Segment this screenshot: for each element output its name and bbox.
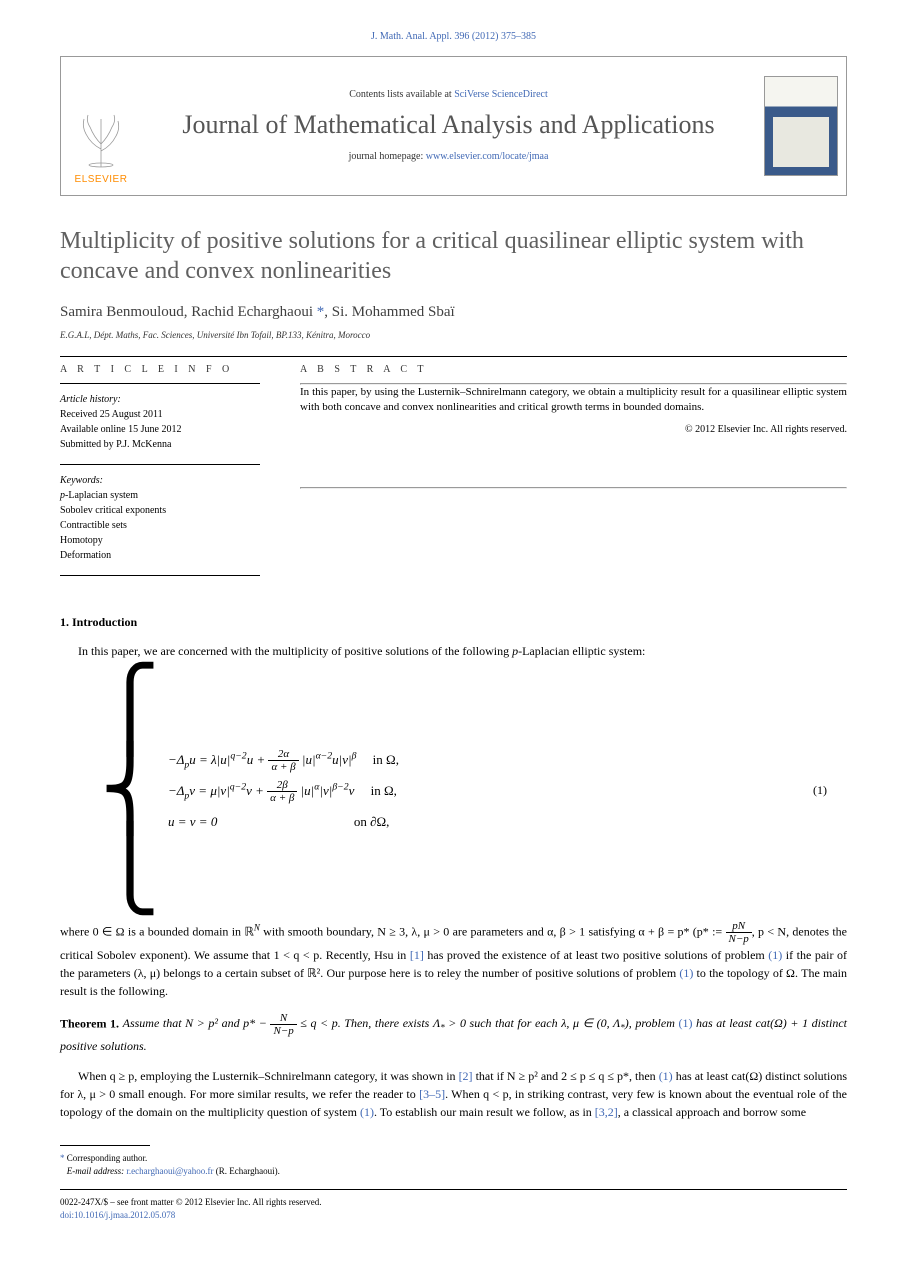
intro-paragraph-1: In this paper, we are concerned with the…	[60, 642, 847, 660]
homepage-link[interactable]: www.elsevier.com/locate/jmaa	[426, 151, 549, 162]
star-footnote-icon: *	[60, 1153, 65, 1163]
ref-3-2-link[interactable]: [3,2]	[595, 1105, 618, 1119]
keywords-rule	[60, 464, 260, 465]
eqref-1c-link[interactable]: (1)	[659, 1069, 673, 1083]
footnote-rule	[60, 1145, 150, 1146]
authors-main: Samira Benmouloud, Rachid Echarghaoui	[60, 304, 313, 320]
abstract-column: A B S T R A C T In this paper, by using …	[300, 363, 847, 584]
journal-name: Journal of Mathematical Analysis and App…	[182, 110, 714, 140]
homepage-line: journal homepage: www.elsevier.com/locat…	[349, 150, 549, 164]
keywords-label: Keywords:	[60, 473, 260, 488]
history-online: Available online 15 June 2012	[60, 422, 260, 437]
elsevier-label: ELSEVIER	[75, 173, 128, 187]
eqref-1-theorem-link[interactable]: (1)	[678, 1016, 692, 1030]
ref-3-5-link[interactable]: [3–5]	[419, 1087, 445, 1101]
history-submitted: Submitted by P.J. McKenna	[60, 437, 260, 452]
sciencedirect-link[interactable]: SciVerse ScienceDirect	[454, 89, 548, 100]
eq-line-1: −Δpu = λ|u|q−2u + 2αα + β |u|α−2u|v|β in…	[168, 744, 399, 775]
keywords-bottom-rule	[60, 575, 260, 576]
corresponding-footnote: * Corresponding author.	[60, 1152, 847, 1166]
issn-line: 0022-247X/$ – see front matter © 2012 El…	[60, 1196, 847, 1210]
header-citation: J. Math. Anal. Appl. 396 (2012) 375–385	[60, 30, 847, 44]
doi-link[interactable]: 10.1016/j.jmaa.2012.05.078	[74, 1210, 175, 1220]
abstract-copyright: © 2012 Elsevier Inc. All rights reserved…	[300, 423, 847, 437]
footnote-block: * Corresponding author. E-mail address: …	[60, 1152, 847, 1179]
author-last: , Si. Mohammed Sbaï	[324, 304, 454, 320]
eqref-1b-link[interactable]: (1)	[679, 966, 693, 980]
authors-line: Samira Benmouloud, Rachid Echarghaoui *,…	[60, 302, 847, 323]
intro-paragraph-3: When q ≥ p, employing the Lusternik–Schn…	[60, 1067, 847, 1121]
keyword-3: Contractible sets	[60, 518, 260, 533]
eqref-1a-link[interactable]: (1)	[768, 948, 782, 962]
bottom-rule	[60, 1189, 847, 1190]
intro-paragraph-2: where 0 ∈ Ω is a bounded domain in ℝN wi…	[60, 920, 847, 999]
email-link[interactable]: r.echarghaoui@yahoo.fr	[124, 1166, 213, 1176]
contents-available-line: Contents lists available at SciVerse Sci…	[349, 88, 548, 102]
ref-2-link[interactable]: [2]	[459, 1069, 473, 1083]
keyword-2: Sobolev critical exponents	[60, 503, 260, 518]
brace-icon: ⎧⎨⎩	[100, 670, 160, 910]
info-abstract-columns: A R T I C L E I N F O Article history: R…	[60, 363, 847, 584]
affiliation: E.G.A.L, Dépt. Maths, Fac. Sciences, Uni…	[60, 329, 847, 342]
theorem-1-label: Theorem 1.	[60, 1016, 119, 1030]
keyword-4: Homotopy	[60, 533, 260, 548]
info-rule	[60, 383, 260, 384]
elsevier-tree-icon	[76, 109, 126, 169]
keyword-1: p-Laplacian system	[60, 488, 260, 503]
keywords-block: Keywords: p-Laplacian system Sobolev cri…	[60, 473, 260, 563]
journal-info-cell: Contents lists available at SciVerse Sci…	[141, 57, 756, 195]
journal-cover-cell	[756, 57, 846, 195]
eq-line-3: u = v = 0 on ∂Ω,	[168, 806, 399, 837]
contents-prefix: Contents lists available at	[349, 89, 454, 100]
article-info-column: A R T I C L E I N F O Article history: R…	[60, 363, 260, 584]
doi-line: doi:10.1016/j.jmaa.2012.05.078	[60, 1209, 847, 1223]
eqref-1d-link[interactable]: (1)	[360, 1105, 374, 1119]
eq-line-2: −Δpv = μ|v|q−2v + 2βα + β |u|α|v|β−2v in…	[168, 775, 399, 806]
paper-title: Multiplicity of positive solutions for a…	[60, 226, 847, 286]
abstract-bottom-rule	[300, 487, 847, 489]
equation-1-lines: −Δpu = λ|u|q−2u + 2αα + β |u|α−2u|v|β in…	[168, 744, 399, 838]
article-history: Article history: Received 25 August 2011…	[60, 392, 260, 452]
history-received: Received 25 August 2011	[60, 407, 260, 422]
equation-1-number: (1)	[813, 782, 847, 799]
publisher-logo-cell: ELSEVIER	[61, 57, 141, 195]
theorem-1-body: Assume that N > p² and p* − NN−p ≤ q < p…	[60, 1016, 847, 1053]
abstract-header: A B S T R A C T	[300, 363, 847, 377]
theorem-1: Theorem 1. Assume that N > p² and p* − N…	[60, 1012, 847, 1055]
ref-1-link[interactable]: [1]	[410, 948, 424, 962]
email-footnote: E-mail address: r.echarghaoui@yahoo.fr (…	[60, 1165, 847, 1179]
article-info-header: A R T I C L E I N F O	[60, 363, 260, 377]
rule-top	[60, 356, 847, 357]
history-label: Article history:	[60, 392, 260, 407]
doi-prefix: doi:	[60, 1210, 74, 1220]
keyword-5: Deformation	[60, 548, 260, 563]
journal-header-box: ELSEVIER Contents lists available at Sci…	[60, 56, 847, 196]
corresponding-star-icon: *	[313, 304, 324, 320]
section-1-title: 1. Introduction	[60, 614, 847, 631]
equation-1: ⎧⎨⎩ −Δpu = λ|u|q−2u + 2αα + β |u|α−2u|v|…	[100, 670, 847, 910]
homepage-prefix: journal homepage:	[349, 151, 426, 162]
journal-cover-thumbnail	[764, 76, 838, 176]
abstract-text: In this paper, by using the Lusternik–Sc…	[300, 385, 847, 416]
